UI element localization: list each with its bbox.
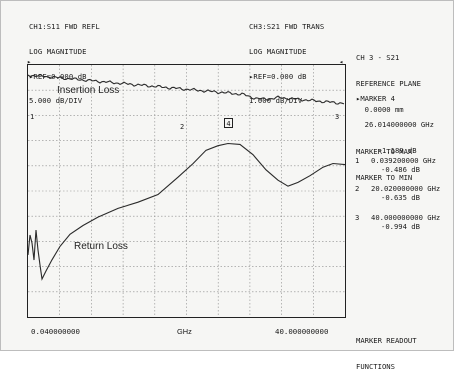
channel1-header: CH1:S11 FWD REFL LOG MAGNITUDE ▸REF=0.00… [29, 7, 100, 122]
ref-arrow-right: ◂ [339, 58, 344, 66]
transmission-trace [28, 142, 345, 281]
reference-plane-label: REFERENCE PLANE [356, 78, 421, 88]
ref-arrow-left: ▸ [27, 58, 32, 66]
marker-number: 1 [355, 156, 360, 165]
marker-2-readout[interactable]: 2 20.020000000 GHz -0.635 dB [355, 184, 440, 228]
channel-info: CH 3 - S21 REFERENCE PLANE 0.0000 mm [356, 37, 421, 132]
ch3-format: LOG MAGNITUDE [249, 47, 307, 56]
ch3-reference: ▸REF=0.000 dB [249, 71, 307, 81]
marker-to-max-softkey[interactable]: MARKER TO MAX [356, 147, 413, 157]
footer-line-2: FUNCTIONS [356, 361, 395, 371]
marker-3-readout[interactable]: 3 40.000000000 GHz -0.994 dB [355, 213, 440, 257]
insertion-loss-trace [28, 73, 345, 105]
active-marker-readout[interactable]: ▸MARKER 4 26.014000000 GHz -1.189 dB [356, 78, 434, 173]
marker-2-flag: 2 [180, 123, 185, 131]
start-frequency: 0.040000000 [31, 327, 80, 336]
stop-frequency: 40.000000000 [275, 327, 329, 336]
marker-1-flag: 1 [30, 113, 35, 121]
channel3-header: CH3:S21 FWD TRANS LOG MAGNITUDE ▸REF=0.0… [249, 7, 324, 122]
ch1-scale: 5.000 dB/DIV [29, 96, 83, 106]
marker-value: -0.486 dB [381, 164, 420, 174]
insertion-loss-label: Insertion Loss [57, 85, 120, 96]
active-marker-label: ▸MARKER 4 [356, 94, 395, 104]
marker-number: 2 [355, 184, 360, 193]
marker-1-readout[interactable]: 1 0.039200000 GHz -0.486 dB [355, 156, 436, 200]
marker-value: -0.994 dB [381, 221, 420, 231]
marker-value: -0.635 dB [381, 192, 420, 202]
marker-to-min-softkey[interactable]: MARKER TO MIN [356, 172, 413, 182]
marker-frequency: 20.020000000 GHz [371, 184, 441, 193]
reference-plane-value: 0.0000 mm [356, 104, 404, 114]
ch1-format: LOG MAGNITUDE [29, 47, 87, 56]
frequency-unit: GHz [177, 327, 192, 336]
marker-frequency: 0.039200000 GHz [371, 156, 436, 165]
measurement-plot [27, 64, 346, 318]
marker-readout-functions-softkey[interactable]: MARKER READOUT FUNCTIONS [356, 320, 417, 389]
ch1-reference: ▸REF=0.000 dB [29, 71, 87, 81]
ch3-parameter: CH3:S21 FWD TRANS [249, 22, 325, 32]
marker-4-active-flag: 4 [224, 118, 233, 128]
channel-parameter: CH 3 - S21 [356, 53, 400, 63]
marker-3-flag: 3 [335, 113, 340, 121]
plot-grid [28, 65, 345, 317]
plot-graphics [28, 65, 345, 317]
marker-functions: MARKER TO MAX MARKER TO MIN [356, 131, 412, 200]
return-loss-label: Return Loss [74, 241, 128, 252]
marker-frequency: 40.000000000 GHz [371, 213, 441, 222]
active-marker-value: -1.189 dB [356, 145, 417, 155]
footer-line-1: MARKER READOUT [356, 336, 417, 346]
active-marker-frequency: 26.014000000 GHz [356, 119, 434, 129]
ch3-scale: 1.000 dB/DIV [249, 96, 303, 106]
vna-screen: CH1:S11 FWD REFL LOG MAGNITUDE ▸REF=0.00… [0, 0, 454, 371]
ch1-parameter: CH1:S11 FWD REFL [29, 22, 100, 32]
marker-number: 3 [355, 213, 360, 222]
